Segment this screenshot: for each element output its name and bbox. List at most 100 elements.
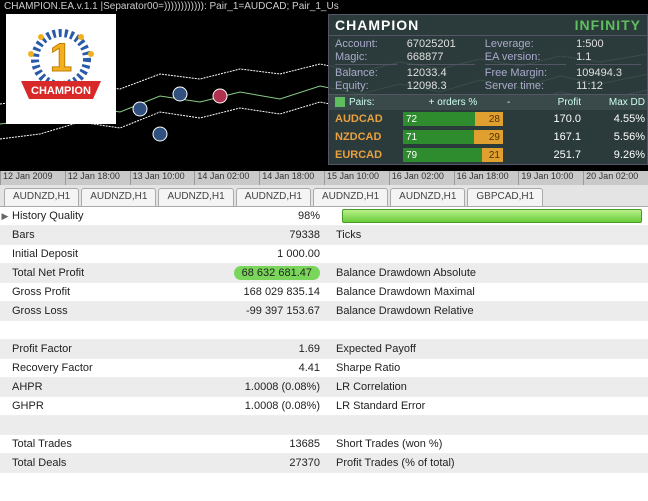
report-row: Profit Factor 1.69 Expected Payoff xyxy=(0,340,648,359)
x-tick: 16 Jan 18:00 xyxy=(454,171,519,185)
report-row: Total Net Profit 68 632 681.47 Balance D… xyxy=(0,264,648,283)
report-desc: LR Standard Error xyxy=(330,400,640,412)
x-tick: 20 Jan 02:00 xyxy=(583,171,648,185)
pair-orders-bar: 79 21 xyxy=(403,148,503,162)
report-label: Bars xyxy=(10,229,210,241)
quality-bar xyxy=(342,209,642,223)
report-label: History Quality xyxy=(10,210,210,222)
report-label: Total Trades xyxy=(10,438,210,450)
info-label: EA version: xyxy=(485,51,566,63)
report-desc: Sharpe Ratio xyxy=(330,362,640,374)
backtest-report: ▶ History Quality 98% Bars 79338 Ticks I… xyxy=(0,207,648,473)
report-label: GHPR xyxy=(10,400,210,412)
report-value: 4.41 xyxy=(210,362,330,374)
report-row: AHPR 1.0008 (0.08%) LR Correlation xyxy=(0,378,648,397)
info-value: 109494.3 xyxy=(576,64,641,79)
svg-text:CHAMPION: CHAMPION xyxy=(31,85,91,97)
report-row: Gross Loss -99 397 153.67 Balance Drawdo… xyxy=(0,302,648,321)
chart-title: CHAMPION.EA.v.1.1 |Separator00=)))))))))… xyxy=(0,0,648,14)
report-value: 68 632 681.47 xyxy=(210,266,330,280)
pair-row: EURCAD 79 21 251.7 9.26% xyxy=(329,146,647,164)
report-value: 1.69 xyxy=(210,343,330,355)
info-label: Server time: xyxy=(485,80,566,92)
chart-tab[interactable]: AUDNZD,H1 xyxy=(236,188,311,206)
report-value: 98% xyxy=(210,210,330,222)
info-value: 12033.4 xyxy=(407,64,475,79)
info-label: Magic: xyxy=(335,51,397,63)
report-label: Gross Profit xyxy=(10,286,210,298)
pair-profit: 167.1 xyxy=(531,131,581,143)
panel-brand: INFINITY xyxy=(575,17,641,33)
report-label: Total Deals xyxy=(10,457,210,469)
report-label: Profit Factor xyxy=(10,343,210,355)
report-value: 79338 xyxy=(210,229,330,241)
pair-orders-bar: 71 29 xyxy=(403,130,503,144)
report-row xyxy=(0,321,648,340)
info-label: Free Margin: xyxy=(485,64,566,79)
report-value: 27370 xyxy=(210,457,330,469)
report-label: Total Net Profit xyxy=(10,267,210,279)
report-row: Initial Deposit 1 000.00 xyxy=(0,245,648,264)
report-row: Gross Profit 168 029 835.14 Balance Draw… xyxy=(0,283,648,302)
report-value: 1.0008 (0.08%) xyxy=(210,400,330,412)
chart-tab[interactable]: AUDNZD,H1 xyxy=(158,188,233,206)
report-desc: Profit Trades (% of total) xyxy=(330,457,640,469)
indicator-square-icon xyxy=(335,97,345,107)
pair-name: AUDCAD xyxy=(335,113,399,125)
report-value: 1 000.00 xyxy=(210,248,330,260)
info-label: Equity: xyxy=(335,80,397,92)
report-row: Total Trades 13685 Short Trades (won %) xyxy=(0,435,648,454)
info-value: 67025201 xyxy=(407,38,475,50)
chart-tab[interactable]: GBPCAD,H1 xyxy=(467,188,543,206)
report-desc: Short Trades (won %) xyxy=(330,438,640,450)
report-row: GHPR 1.0008 (0.08%) LR Standard Error xyxy=(0,397,648,416)
report-label: Gross Loss xyxy=(10,305,210,317)
report-desc: Balance Drawdown Relative xyxy=(330,305,640,317)
info-value: 1.1 xyxy=(576,51,641,63)
report-label: Recovery Factor xyxy=(10,362,210,374)
report-row xyxy=(0,416,648,435)
pair-orders-bar: 72 28 xyxy=(403,112,503,126)
pairs-header: Pairs: + orders % - Profit Max DD xyxy=(329,95,647,110)
x-axis: 12 Jan 200912 Jan 18:0013 Jan 10:0014 Ja… xyxy=(0,171,648,185)
report-label: Initial Deposit xyxy=(10,248,210,260)
info-value: 11:12 xyxy=(576,80,641,92)
x-tick: 14 Jan 18:00 xyxy=(259,171,324,185)
report-value: 1.0008 (0.08%) xyxy=(210,381,330,393)
info-label: Account: xyxy=(335,38,397,50)
pair-profit: 251.7 xyxy=(531,149,581,161)
report-value: 13685 xyxy=(210,438,330,450)
report-desc: Expected Payoff xyxy=(330,343,640,355)
panel-title: CHAMPION xyxy=(335,17,419,33)
report-value: 168 029 835.14 xyxy=(210,286,330,298)
info-label: Balance: xyxy=(335,64,397,79)
chart-tab[interactable]: AUDNZD,H1 xyxy=(313,188,388,206)
report-row: Recovery Factor 4.41 Sharpe Ratio xyxy=(0,359,648,378)
pair-max-dd: 5.56% xyxy=(585,131,645,143)
info-value: 12098.3 xyxy=(407,80,475,92)
x-tick: 13 Jan 10:00 xyxy=(130,171,195,185)
pair-max-dd: 4.55% xyxy=(585,113,645,125)
x-tick: 12 Jan 2009 xyxy=(0,171,65,185)
pair-row: AUDCAD 72 28 170.0 4.55% xyxy=(329,110,647,128)
pair-name: EURCAD xyxy=(335,149,399,161)
report-value: -99 397 153.67 xyxy=(210,305,330,317)
expand-arrow-icon[interactable]: ▶ xyxy=(0,211,10,222)
report-desc: Ticks xyxy=(330,229,640,241)
x-tick: 15 Jan 10:00 xyxy=(324,171,389,185)
info-value: 1:500 xyxy=(576,38,641,50)
info-panel: CHAMPION INFINITY Account:67025201Levera… xyxy=(328,14,648,165)
x-tick: 14 Jan 02:00 xyxy=(194,171,259,185)
x-tick: 19 Jan 10:00 xyxy=(518,171,583,185)
report-row: ▶ History Quality 98% xyxy=(0,207,648,226)
chart-tab[interactable]: AUDNZD,H1 xyxy=(390,188,465,206)
chart-tab[interactable]: AUDNZD,H1 xyxy=(4,188,79,206)
chart-area: CHAMPION.EA.v.1.1 |Separator00=)))))))))… xyxy=(0,0,648,185)
svg-text:1: 1 xyxy=(50,36,72,80)
report-row: Bars 79338 Ticks xyxy=(0,226,648,245)
x-tick: 16 Jan 02:00 xyxy=(389,171,454,185)
x-tick: 12 Jan 18:00 xyxy=(65,171,130,185)
pair-row: NZDCAD 71 29 167.1 5.56% xyxy=(329,128,647,146)
chart-tab[interactable]: AUDNZD,H1 xyxy=(81,188,156,206)
pair-max-dd: 9.26% xyxy=(585,149,645,161)
